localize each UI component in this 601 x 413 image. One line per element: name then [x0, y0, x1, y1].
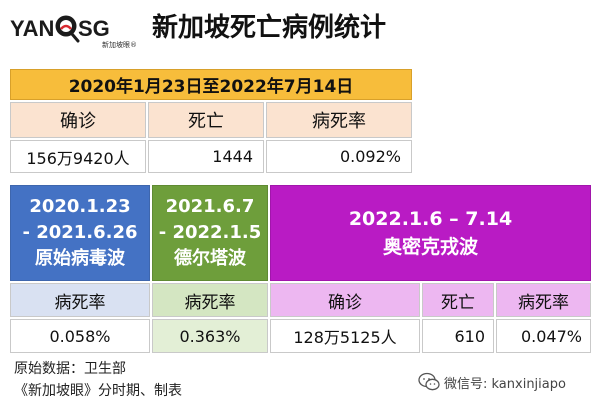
- delta-wave-start: 2021.6.7: [165, 196, 255, 217]
- original-wave-end: - 2021.6.26: [22, 222, 138, 243]
- original-wave-start: 2020.1.23: [29, 196, 131, 217]
- omicron-wave-name: 奥密克戎波: [382, 236, 478, 258]
- original-rate-value: 0.058%: [10, 319, 150, 353]
- logo-pin-icon: [55, 15, 80, 43]
- wechat-watermark: 微信号: kanxinjiapo: [418, 371, 598, 393]
- omicron-label-confirmed: 确诊: [270, 283, 420, 317]
- data-source-note: 原始数据：卫生部: [14, 361, 126, 377]
- delta-wave-header: 2021.6.7 - 2022.1.5 德尔塔波: [152, 185, 268, 281]
- omicron-wave-dates: 2022.1.6 – 7.14: [348, 208, 513, 230]
- summary-label-deaths: 死亡: [148, 102, 264, 138]
- delta-rate-value: 0.363%: [152, 319, 268, 353]
- yansg-logo: YAN SG 新加坡眼®: [10, 10, 146, 49]
- original-wave-header: 2020.1.23 - 2021.6.26 原始病毒波: [10, 185, 150, 281]
- omicron-value-deaths: 610: [422, 319, 494, 353]
- logo-text-left: YAN: [10, 16, 55, 41]
- credit-note: 《新加坡眼》分时期、制表: [14, 383, 182, 399]
- summary-value-deaths: 1444: [148, 140, 264, 173]
- delta-wave-name: 德尔塔波: [174, 248, 246, 269]
- wechat-id: 微信号: kanxinjiapo: [444, 376, 566, 392]
- omicron-label-deaths: 死亡: [422, 283, 494, 317]
- summary-date-range: 2020年1月23日至2022年7月14日: [10, 69, 412, 100]
- delta-wave-end: - 2022.1.5: [158, 222, 262, 243]
- omicron-value-fatality-rate: 0.047%: [496, 319, 591, 353]
- logo-text-right: SG: [78, 16, 110, 41]
- summary-label-fatality-rate: 病死率: [266, 102, 412, 138]
- original-rate-label: 病死率: [10, 283, 150, 317]
- wechat-icon: [418, 372, 440, 391]
- omicron-wave-header: 2022.1.6 – 7.14 奥密克戎波: [270, 185, 591, 281]
- omicron-label-fatality-rate: 病死率: [496, 283, 591, 317]
- omicron-value-confirmed: 128万5125人: [270, 319, 420, 353]
- summary-value-fatality-rate: 0.092%: [266, 140, 412, 173]
- page-title: 新加坡死亡病例统计: [152, 13, 387, 43]
- original-wave-name: 原始病毒波: [35, 248, 125, 269]
- logo-subtext: 新加坡眼®: [102, 41, 137, 49]
- delta-rate-label: 病死率: [152, 283, 268, 317]
- summary-label-confirmed: 确诊: [10, 102, 146, 138]
- summary-value-confirmed: 156万9420人: [10, 140, 146, 173]
